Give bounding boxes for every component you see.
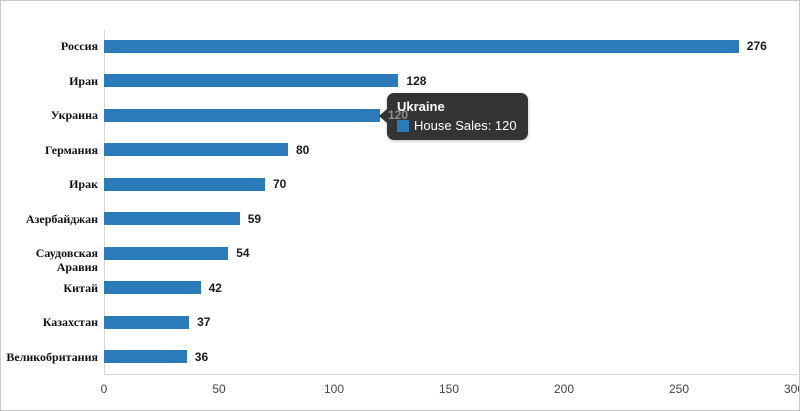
x-tick-label: 300	[783, 382, 799, 396]
value-label: 70	[273, 177, 287, 192]
value-label: 276	[746, 39, 767, 54]
y-axis-line	[104, 29, 105, 374]
tooltip-title: Ukraine	[397, 99, 445, 115]
bar-8[interactable]	[104, 315, 190, 329]
value-label: 128	[406, 73, 427, 88]
category-label: Великобритания	[6, 349, 98, 364]
category-label: Казахстан	[42, 315, 98, 330]
category-label: Ирак	[69, 177, 98, 192]
category-label: Иран	[69, 73, 98, 88]
x-tick-label: 100	[323, 382, 345, 396]
x-tick-label: 200	[553, 382, 575, 396]
x-tick-label: 150	[438, 382, 460, 396]
category-label: Азербайджан	[25, 211, 98, 226]
tooltip-series-text: House Sales: 120	[414, 118, 517, 134]
x-axis-line	[104, 374, 798, 375]
bar-4[interactable]	[104, 177, 265, 191]
bar-5[interactable]	[104, 212, 240, 226]
value-label: 54	[236, 246, 250, 261]
x-tick-label: 50	[212, 382, 226, 396]
tooltip-series-row: House Sales: 120	[397, 118, 517, 133]
tooltip: Ukraine House Sales: 120	[379, 93, 528, 141]
category-label: Китай	[63, 280, 98, 295]
value-label: 120	[388, 108, 409, 123]
value-label: 80	[296, 142, 310, 157]
bar-9[interactable]	[104, 350, 187, 364]
category-label: Россия	[60, 39, 98, 54]
bar-2[interactable]	[104, 108, 380, 122]
bar-3[interactable]	[104, 143, 288, 157]
tooltip-arrow	[379, 109, 387, 124]
value-label: 42	[208, 280, 222, 295]
value-label: 36	[194, 349, 209, 364]
x-tick-label: 250	[668, 382, 690, 396]
series-swatch-icon	[397, 119, 409, 132]
x-tick-label: 0	[100, 382, 108, 396]
category-label: Германия	[45, 142, 98, 157]
category-label: Саудовская Аравия	[35, 246, 98, 275]
bar-0[interactable]	[104, 39, 739, 53]
bar-7[interactable]	[104, 281, 201, 295]
category-label: Украина	[50, 108, 98, 123]
value-label: 59	[247, 211, 262, 226]
bar-1[interactable]	[104, 74, 399, 88]
bar-6[interactable]	[104, 246, 229, 260]
value-label: 37	[197, 315, 211, 330]
